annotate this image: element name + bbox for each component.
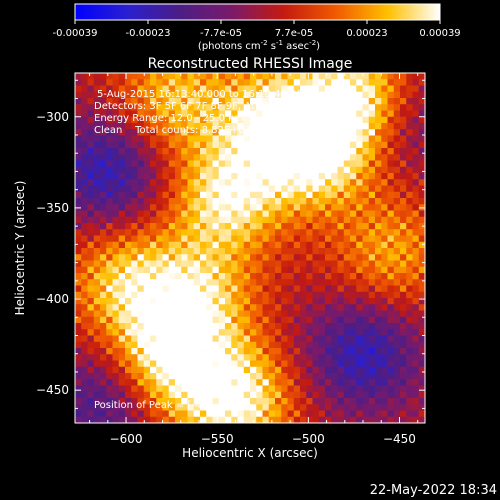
x-tick-label: −500 [292, 432, 325, 446]
colorbar-tick-label: -0.00039 [53, 28, 98, 39]
heatmap-image [75, 73, 425, 423]
colorbar-ticks: -0.00039 -0.00023 -7.7e-05 7.7e-05 0.00023 0.… [53, 20, 461, 39]
colorbar-tick-label: -0.00023 [126, 28, 171, 39]
y-tick-label: −400 [36, 292, 69, 306]
y-tick-label: −450 [36, 383, 69, 397]
x-axis: −600 −550 −500 −450 [89, 73, 419, 446]
y-axis-label: Heliocentric Y (arcsec) [13, 181, 27, 316]
x-tick-label: −550 [201, 432, 234, 446]
colorbar-tick-label: 0.00039 [419, 28, 460, 39]
annotation-energy-range: Energy Range: 12.0 - 25.0 keV [94, 113, 247, 124]
annotation-time-range: 5-Aug-2015 16:13:40.000 to 16:19:40.000 [97, 89, 309, 100]
y-tick-label: −350 [36, 201, 69, 215]
x-tick-label: −600 [110, 432, 143, 446]
colorbar-tick-label: 7.7e-05 [275, 28, 313, 39]
x-tick-label: −450 [383, 432, 416, 446]
chart-title: Reconstructed RHESSI Image [148, 56, 353, 72]
plot-frame [74, 72, 426, 424]
info-annotations: 5-Aug-2015 16:13:40.000 to 16:19:40.000 … [94, 89, 309, 136]
colorbar-gradient [74, 3, 441, 21]
annotation-detectors: Detectors: 3F 5F 6F 7F 8F 9F, Att 0 [94, 101, 268, 112]
footer-timestamp: 22-May-2022 18:34 [370, 483, 497, 498]
x-axis-label: Heliocentric X (arcsec) [182, 446, 318, 460]
annotation-clean-counts: Clean Total counts: 8.82E+03 [94, 125, 251, 136]
peak-position-label: Position of Peak = [-451,-282] [94, 400, 244, 411]
colorbar-units: (photons cm-2 s-1 asec-2) [198, 39, 320, 52]
y-tick-label: −300 [36, 110, 69, 124]
colorbar-tick-label: 0.00023 [346, 28, 387, 39]
colorbar-tick-label: -7.7e-05 [200, 28, 242, 39]
y-axis: −300 −350 −400 −450 [36, 79, 425, 409]
colorbar: -0.00039 -0.00023 -7.7e-05 7.7e-05 0.00023 0.… [53, 3, 461, 52]
